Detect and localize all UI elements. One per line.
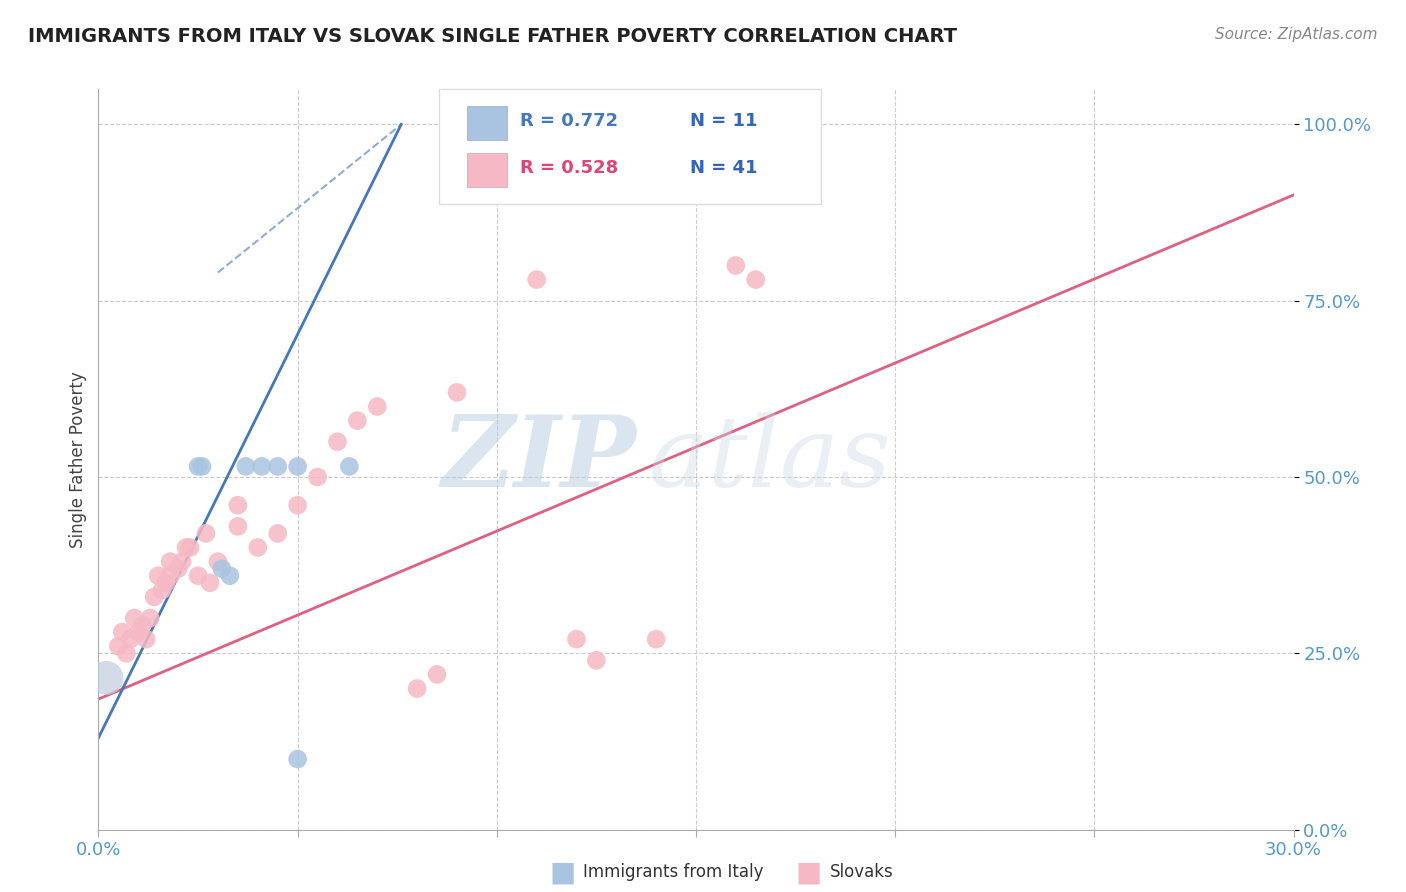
Text: ZIP: ZIP: [441, 411, 637, 508]
Point: [235, 459, 257, 474]
Point: [143, 590, 166, 604]
Point: [111, 625, 134, 640]
Point: [159, 555, 181, 569]
Point: [250, 459, 273, 474]
Point: [195, 526, 218, 541]
Point: [207, 555, 229, 569]
Point: [174, 541, 197, 555]
Point: [645, 632, 668, 647]
Point: [219, 568, 242, 582]
Point: [172, 555, 194, 569]
Point: [565, 632, 588, 647]
Point: [155, 575, 177, 590]
Text: R = 0.772: R = 0.772: [520, 112, 619, 130]
Point: [191, 459, 214, 474]
Text: Slovaks: Slovaks: [830, 863, 893, 881]
Text: IMMIGRANTS FROM ITALY VS SLOVAK SINGLE FATHER POVERTY CORRELATION CHART: IMMIGRANTS FROM ITALY VS SLOVAK SINGLE F…: [28, 27, 957, 45]
Text: ■: ■: [796, 858, 821, 887]
FancyBboxPatch shape: [439, 89, 821, 204]
Text: atlas: atlas: [648, 412, 891, 507]
Point: [187, 459, 209, 474]
Point: [246, 541, 269, 555]
Point: [150, 582, 173, 597]
Point: [585, 653, 607, 667]
Point: [485, 145, 508, 160]
Point: [446, 385, 468, 400]
Text: N = 11: N = 11: [690, 112, 758, 130]
Point: [131, 618, 153, 632]
Point: [187, 568, 209, 582]
Point: [339, 459, 361, 474]
Point: [226, 519, 249, 533]
Point: [179, 541, 201, 555]
Point: [267, 526, 290, 541]
Point: [287, 498, 309, 512]
Point: [120, 632, 142, 647]
Y-axis label: Single Father Poverty: Single Father Poverty: [69, 371, 87, 548]
Point: [326, 434, 349, 449]
Point: [115, 646, 138, 660]
Point: [124, 611, 146, 625]
Point: [526, 272, 548, 286]
Point: [307, 470, 329, 484]
Text: R = 0.528: R = 0.528: [520, 160, 619, 178]
FancyBboxPatch shape: [467, 106, 508, 140]
Point: [159, 568, 181, 582]
FancyBboxPatch shape: [467, 153, 508, 187]
Point: [167, 562, 190, 576]
Text: Immigrants from Italy: Immigrants from Italy: [583, 863, 763, 881]
Point: [107, 639, 129, 653]
Text: N = 41: N = 41: [690, 160, 758, 178]
Point: [745, 272, 768, 286]
Point: [198, 575, 221, 590]
Point: [366, 400, 388, 414]
Point: [287, 752, 309, 766]
Point: [211, 562, 233, 576]
Point: [346, 414, 368, 428]
Point: [267, 459, 290, 474]
Point: [226, 498, 249, 512]
Point: [139, 611, 162, 625]
Point: [135, 632, 157, 647]
Point: [96, 671, 118, 685]
Point: [426, 667, 449, 681]
Point: [406, 681, 429, 696]
Point: [148, 568, 170, 582]
Text: Source: ZipAtlas.com: Source: ZipAtlas.com: [1215, 27, 1378, 42]
Point: [127, 625, 149, 640]
Point: [724, 259, 747, 273]
Text: ■: ■: [550, 858, 575, 887]
Point: [287, 459, 309, 474]
